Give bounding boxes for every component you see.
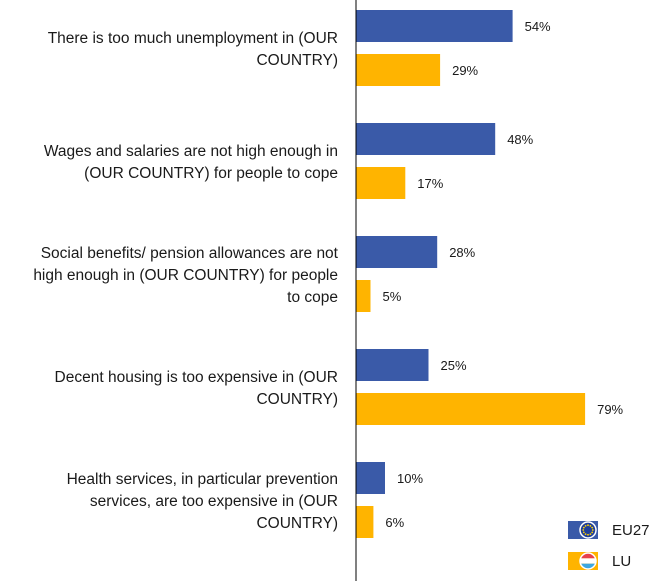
category-label-line: high enough in (OUR COUNTRY) for people — [33, 267, 338, 284]
bar-eu27 — [356, 462, 385, 494]
category-label: Social benefits/ pension allowances are … — [33, 245, 338, 306]
legend-label: EU27 — [612, 522, 650, 539]
category-label: Wages and salaries are not high enough i… — [44, 143, 338, 182]
luxembourg-flag-icon — [579, 552, 597, 570]
bar-lu — [356, 54, 441, 86]
category-label-line: COUNTRY) — [256, 515, 338, 532]
data-label: 28% — [449, 245, 475, 260]
data-label: 79% — [597, 402, 623, 417]
eu-flag-icon — [579, 521, 597, 539]
category-label-line: COUNTRY) — [256, 391, 338, 408]
category-label-line: There is too much unemployment in (OUR — [48, 30, 338, 47]
bar-eu27 — [356, 10, 513, 42]
category-label-line: Health services, in particular preventio… — [67, 471, 338, 488]
bar-eu27 — [356, 123, 496, 155]
bars: 54% 29% 48% 17% 28% 5% 25% 79% 10% 6% — [356, 10, 624, 538]
category-label-line: Decent housing is too expensive in (OUR — [55, 369, 338, 386]
data-label: 5% — [383, 289, 402, 304]
category-label-line: services, are too expensive in (OUR — [90, 493, 338, 510]
category-label-line: to cope — [287, 289, 338, 306]
category-label-line: Wages and salaries are not high enough i… — [44, 143, 338, 160]
bar-eu27 — [356, 349, 429, 381]
legend-label: LU — [612, 553, 631, 570]
bar-lu — [356, 280, 371, 312]
data-label: 48% — [507, 132, 533, 147]
legend: EU27 LU — [568, 521, 650, 570]
category-label-line: Social benefits/ pension allowances are … — [41, 245, 339, 262]
data-label: 17% — [417, 176, 443, 191]
data-label: 6% — [385, 515, 404, 530]
category-label-line: (OUR COUNTRY) for people to cope — [84, 165, 338, 182]
category-label: Decent housing is too expensive in (OUR C… — [55, 369, 338, 408]
data-label: 10% — [397, 471, 423, 486]
category-label-line: COUNTRY) — [256, 52, 338, 69]
category-label: There is too much unemployment in (OUR CO… — [48, 30, 338, 69]
data-label: 29% — [452, 63, 478, 78]
bar-lu — [356, 393, 586, 425]
bar-eu27 — [356, 236, 438, 268]
data-label: 54% — [525, 19, 551, 34]
data-label: 25% — [441, 358, 467, 373]
category-labels: There is too much unemployment in (OUR CO… — [33, 30, 338, 532]
bar-lu — [356, 167, 406, 199]
category-label: Health services, in particular preventio… — [67, 471, 338, 532]
bar-lu — [356, 506, 374, 538]
